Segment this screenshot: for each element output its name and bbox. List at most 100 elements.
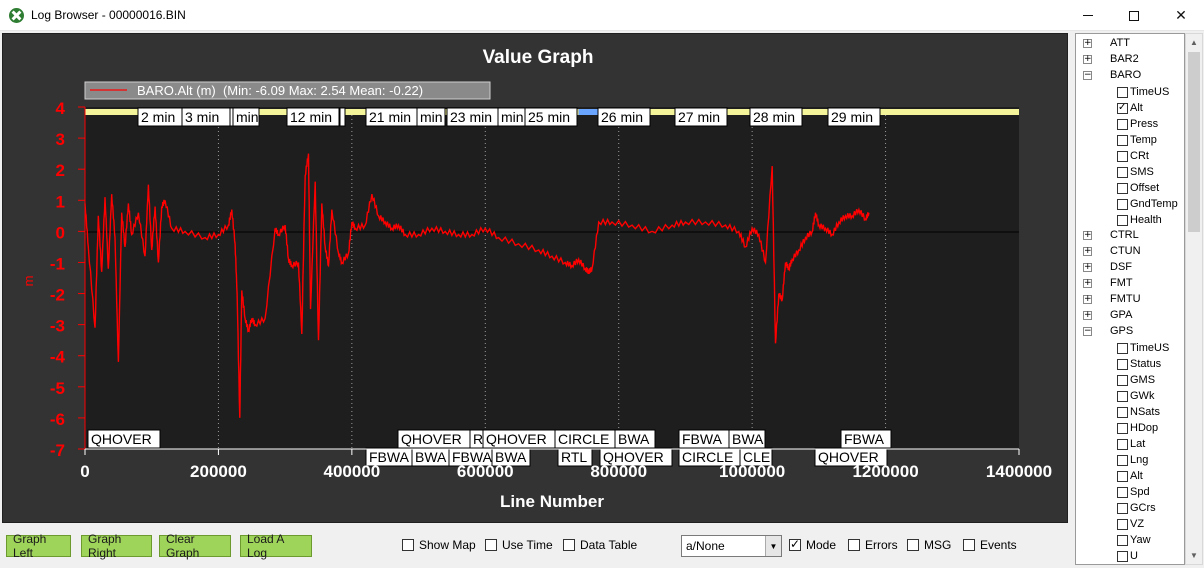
tree-field-gwk[interactable]: GWk — [1117, 388, 1154, 404]
tree-field-nsats[interactable]: NSats — [1117, 404, 1160, 420]
tree-field-vz[interactable]: VZ — [1117, 516, 1144, 532]
mode-bar-segment — [598, 109, 1019, 115]
field-checkbox[interactable] — [1117, 150, 1128, 162]
field-checkbox[interactable] — [1117, 502, 1128, 514]
expand-icon[interactable]: + — [1083, 54, 1092, 64]
load-a-log-button[interactable]: Load A Log — [240, 532, 312, 560]
expand-icon[interactable]: + — [1083, 278, 1092, 288]
tree-group-label: BARO — [1110, 69, 1142, 81]
graph-left-button[interactable]: Graph Left — [6, 532, 71, 560]
tree-field-gms[interactable]: GMS — [1117, 372, 1155, 388]
field-checkbox[interactable] — [1117, 454, 1128, 466]
tree-field-gndtemp[interactable]: GndTemp — [1117, 196, 1178, 212]
tree-field-health[interactable]: Health — [1117, 212, 1162, 228]
events-box[interactable] — [963, 539, 975, 551]
tree-field-press[interactable]: Press — [1117, 116, 1158, 132]
mode-label-text: QHOVER — [818, 449, 879, 465]
time-label-text: 26 min — [601, 109, 643, 125]
scroll-thumb[interactable] — [1188, 52, 1200, 232]
show-map-box[interactable] — [402, 539, 414, 551]
tree-field-yaw[interactable]: Yaw — [1117, 532, 1151, 548]
msg-checkbox[interactable]: MSG — [907, 538, 951, 552]
field-checkbox[interactable] — [1117, 486, 1128, 498]
tree-field-u[interactable]: U — [1117, 548, 1138, 564]
expand-icon[interactable]: + — [1083, 246, 1092, 256]
minimize-button[interactable] — [1065, 0, 1111, 31]
field-checkbox[interactable] — [1117, 358, 1128, 370]
field-checkbox[interactable] — [1117, 342, 1128, 354]
mode-labels: QHOVER QHOVER R QHOVER CIRCLE BWA FBWA BWA FBWAF… — [87, 429, 892, 467]
errors-checkbox[interactable]: Errors — [848, 538, 898, 552]
show-map-checkbox[interactable]: Show Map — [402, 538, 476, 552]
field-checkbox[interactable] — [1117, 86, 1128, 98]
field-checkbox[interactable] — [1117, 101, 1128, 114]
field-checkbox[interactable] — [1117, 374, 1128, 386]
field-checkbox[interactable] — [1117, 470, 1128, 482]
data-table-box[interactable] — [563, 539, 575, 551]
y-tick-label: 0 — [56, 223, 65, 242]
field-checkbox[interactable] — [1117, 166, 1128, 178]
expand-icon[interactable]: + — [1083, 38, 1092, 48]
field-checkbox[interactable] — [1117, 534, 1128, 546]
collapse-icon[interactable]: − — [1083, 326, 1092, 336]
tree-field-hdop[interactable]: HDop — [1117, 420, 1158, 436]
scroll-down-icon[interactable]: ▼ — [1190, 551, 1198, 560]
time-label — [339, 107, 346, 127]
field-checkbox[interactable] — [1117, 134, 1128, 146]
scroll-up-icon[interactable]: ▲ — [1190, 38, 1198, 47]
field-checkbox[interactable] — [1117, 406, 1128, 418]
events-checkbox[interactable]: Events — [963, 538, 1017, 552]
msg-box[interactable] — [907, 539, 919, 551]
expand-icon[interactable]: + — [1083, 230, 1092, 240]
mode-box[interactable] — [789, 537, 801, 551]
tree-scrollbar[interactable]: ▲ ▼ — [1185, 33, 1203, 565]
field-checkbox[interactable] — [1117, 214, 1128, 226]
tree-field-temp[interactable]: Temp — [1117, 132, 1157, 148]
field-checkbox[interactable] — [1117, 390, 1128, 402]
expand-icon[interactable]: + — [1083, 294, 1092, 304]
collapse-icon[interactable]: − — [1083, 70, 1092, 80]
msg-label: MSG — [924, 538, 952, 552]
close-icon: ✕ — [1175, 7, 1187, 23]
graph-right-button[interactable]: Graph Right — [81, 532, 152, 560]
use-time-checkbox[interactable]: Use Time — [485, 538, 553, 552]
field-checkbox[interactable] — [1117, 182, 1128, 194]
tree-field-status[interactable]: Status — [1117, 356, 1161, 372]
field-checkbox[interactable] — [1117, 550, 1128, 562]
field-checkbox[interactable] — [1117, 198, 1128, 210]
use-time-box[interactable] — [485, 539, 497, 551]
data-table-checkbox[interactable]: Data Table — [563, 538, 637, 552]
chevron-down-icon[interactable]: ▼ — [765, 536, 781, 556]
field-tree[interactable]: + ATT + BAR2 − BARO TimeUS Alt Press Temp CRt SMS Of… — [1075, 33, 1185, 565]
field-checkbox[interactable] — [1117, 422, 1128, 434]
clear-graph-button[interactable]: Clear Graph — [159, 532, 231, 560]
field-checkbox[interactable] — [1117, 438, 1128, 450]
expand-icon[interactable]: + — [1083, 310, 1092, 320]
mode-checkbox[interactable]: Mode — [789, 537, 836, 552]
tree-field-alt[interactable]: Alt — [1117, 100, 1143, 116]
tree-field-spd[interactable]: Spd — [1117, 484, 1150, 500]
mode-label-text: CIRCLE — [558, 431, 609, 447]
tree-field-alt[interactable]: Alt — [1117, 468, 1143, 484]
maximize-button[interactable] — [1111, 0, 1157, 31]
time-label-text: 2 min — [141, 109, 175, 125]
field-checkbox[interactable] — [1117, 118, 1128, 130]
tree-field-lng[interactable]: Lng — [1117, 452, 1148, 468]
tree-field-timeus[interactable]: TimeUS — [1117, 84, 1169, 100]
expand-icon[interactable]: + — [1083, 262, 1092, 272]
close-button[interactable]: ✕ — [1158, 0, 1204, 31]
errors-box[interactable] — [848, 539, 860, 551]
tree-field-crt[interactable]: CRt — [1117, 148, 1149, 164]
tree-field-timeus[interactable]: TimeUS — [1117, 340, 1169, 356]
mode-label-text: FBWA — [682, 431, 723, 447]
field-checkbox[interactable] — [1117, 518, 1128, 530]
tree-field-gcrs[interactable]: GCrs — [1117, 500, 1156, 516]
instance-select[interactable]: a/None ▼ — [681, 535, 782, 557]
tree-field-sms[interactable]: SMS — [1117, 164, 1154, 180]
time-label-text: min — [236, 109, 259, 125]
tree-field-lat[interactable]: Lat — [1117, 436, 1145, 452]
tree-field-offset[interactable]: Offset — [1117, 180, 1159, 196]
time-label: 29 min — [827, 107, 881, 127]
